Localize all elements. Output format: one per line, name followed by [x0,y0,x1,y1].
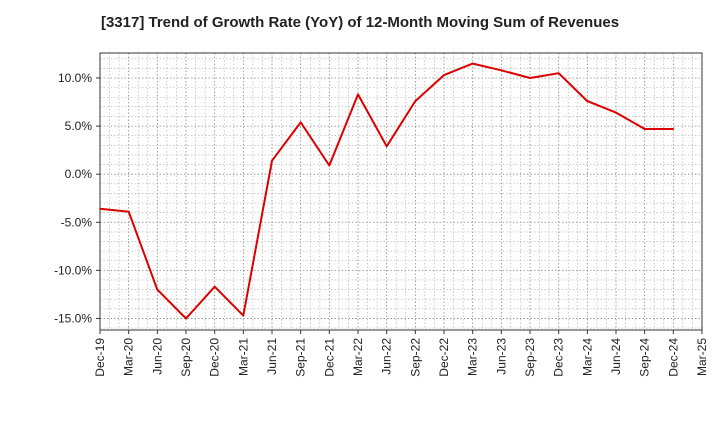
x-tick-label: Jun-22 [380,338,394,375]
data-point [529,77,531,79]
x-tick-label: Mar-21 [236,338,250,376]
x-tick-label: Dec-22 [437,338,451,377]
y-tick-label: 5.0% [65,119,93,133]
data-point [271,159,273,162]
plot-area [100,53,702,330]
x-tick-label: Mar-24 [580,338,594,376]
data-point [500,69,503,72]
x-tick-label: Mar-23 [466,338,480,376]
data-point [443,74,445,76]
x-tick-label: Dec-19 [93,338,107,377]
data-point [414,100,417,102]
x-tick-label: Jun-21 [265,338,279,375]
y-tick-label: -5.0% [61,215,93,229]
y-tick-label: -10.0% [54,263,92,277]
x-tick-label: Sep-21 [294,338,308,377]
x-tick-label: Mar-20 [122,338,136,376]
y-tick-label: 10.0% [58,71,92,85]
data-point [127,210,130,213]
x-tick-label: Sep-24 [638,338,652,377]
data-point [328,164,331,167]
chart-title: [3317] Trend of Growth Rate (YoY) of 12-… [100,14,620,31]
data-point [156,288,159,291]
data-point [672,128,675,130]
data-point [385,145,388,148]
y-tick-label: -15.0% [54,311,92,325]
data-point [615,111,617,114]
x-tick-label: Dec-23 [552,338,566,377]
x-tick-label: Dec-24 [666,338,680,377]
x-tick-label: Jun-20 [150,338,164,375]
x-tick-label: Dec-21 [322,338,336,377]
x-tick-label: Jun-24 [609,338,623,375]
data-point [99,208,101,210]
x-tick-label: Sep-22 [408,338,422,377]
data-point [213,285,216,288]
x-tick-label: Jun-23 [494,338,508,375]
x-tick-label: Sep-20 [179,338,193,377]
x-tick-label: Sep-23 [523,338,537,377]
y-tick-label: 0.0% [65,167,93,181]
data-point [299,121,302,124]
data-point [242,314,245,317]
x-tick-label: Dec-20 [208,338,222,377]
x-tick-label: Mar-25 [695,338,709,376]
plot-frame [99,52,703,331]
data-point [471,62,474,65]
data-point [185,317,187,320]
data-point [643,128,646,130]
x-tick-label: Mar-22 [351,338,365,376]
data-point [357,93,359,96]
data-point [586,100,589,102]
data-point [557,72,560,74]
